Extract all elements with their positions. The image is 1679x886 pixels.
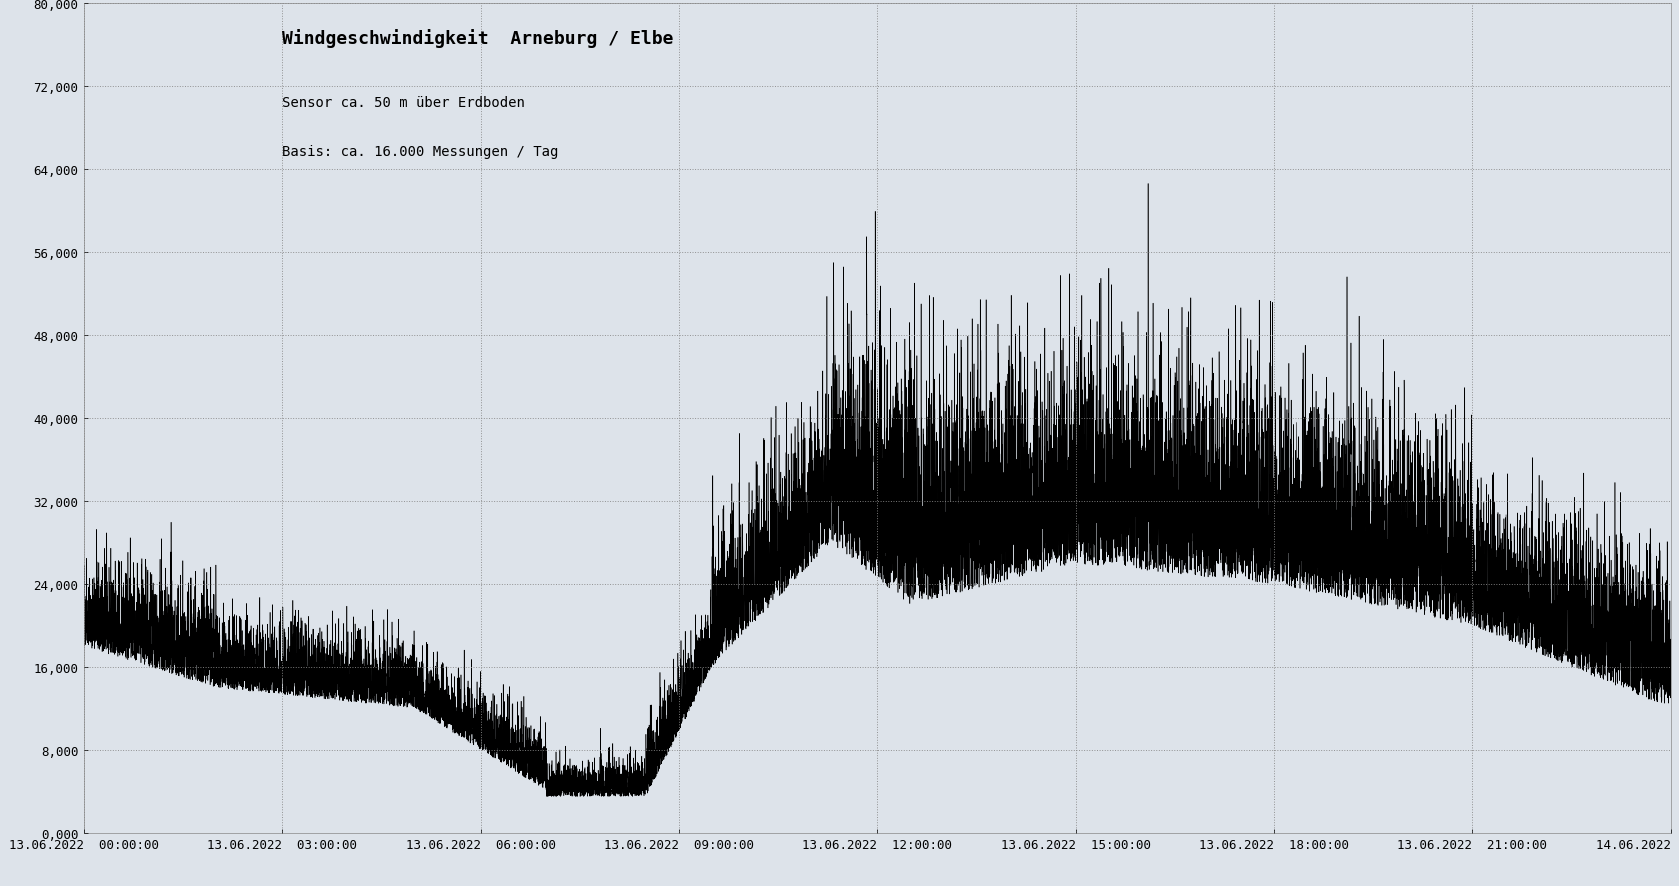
Text: Basis: ca. 16.000 Messungen / Tag: Basis: ca. 16.000 Messungen / Tag	[282, 145, 559, 159]
Text: Windgeschwindigkeit  Arneburg / Elbe: Windgeschwindigkeit Arneburg / Elbe	[282, 29, 673, 48]
Text: Sensor ca. 50 m über Erdboden: Sensor ca. 50 m über Erdboden	[282, 96, 526, 110]
